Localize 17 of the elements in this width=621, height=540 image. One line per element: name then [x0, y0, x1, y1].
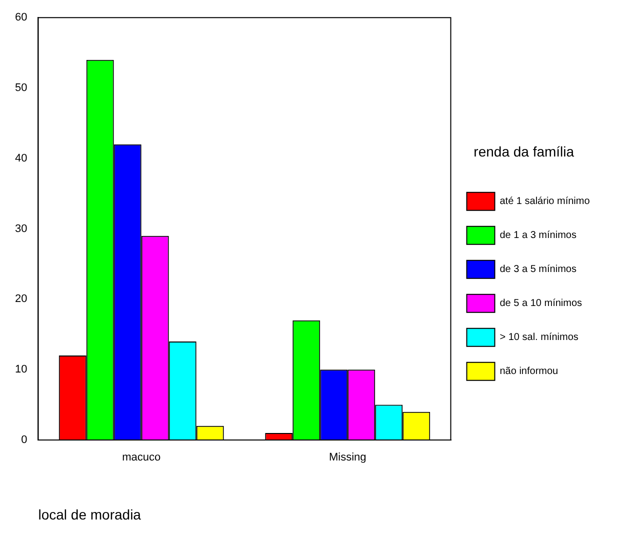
x-tick-label: macuco	[122, 452, 161, 464]
legend-label: até 1 salário mínimo	[500, 196, 590, 208]
legend-label: de 1 a 3 mínimos	[500, 230, 576, 242]
x-axis-title: local de moradia	[38, 506, 142, 522]
y-tick-label: 20	[14, 293, 28, 306]
legend-label: de 3 a 5 mínimos	[500, 264, 576, 276]
y-tick-label: 40	[14, 152, 28, 164]
legend-label: de 5 a 10 mínimos	[500, 298, 582, 310]
y-tick-label: 60	[14, 12, 28, 24]
y-tick-label: 0	[21, 434, 28, 446]
legend-title: renda da família	[474, 143, 574, 160]
legend-label: não informou	[500, 366, 558, 378]
y-tick-label: 10	[14, 364, 28, 376]
y-tick-label: 30	[14, 222, 28, 235]
legend-label: > 10 sal. mínimos	[500, 332, 578, 344]
x-tick-label: Missing	[328, 452, 366, 464]
y-tick-label: 50	[14, 82, 28, 94]
